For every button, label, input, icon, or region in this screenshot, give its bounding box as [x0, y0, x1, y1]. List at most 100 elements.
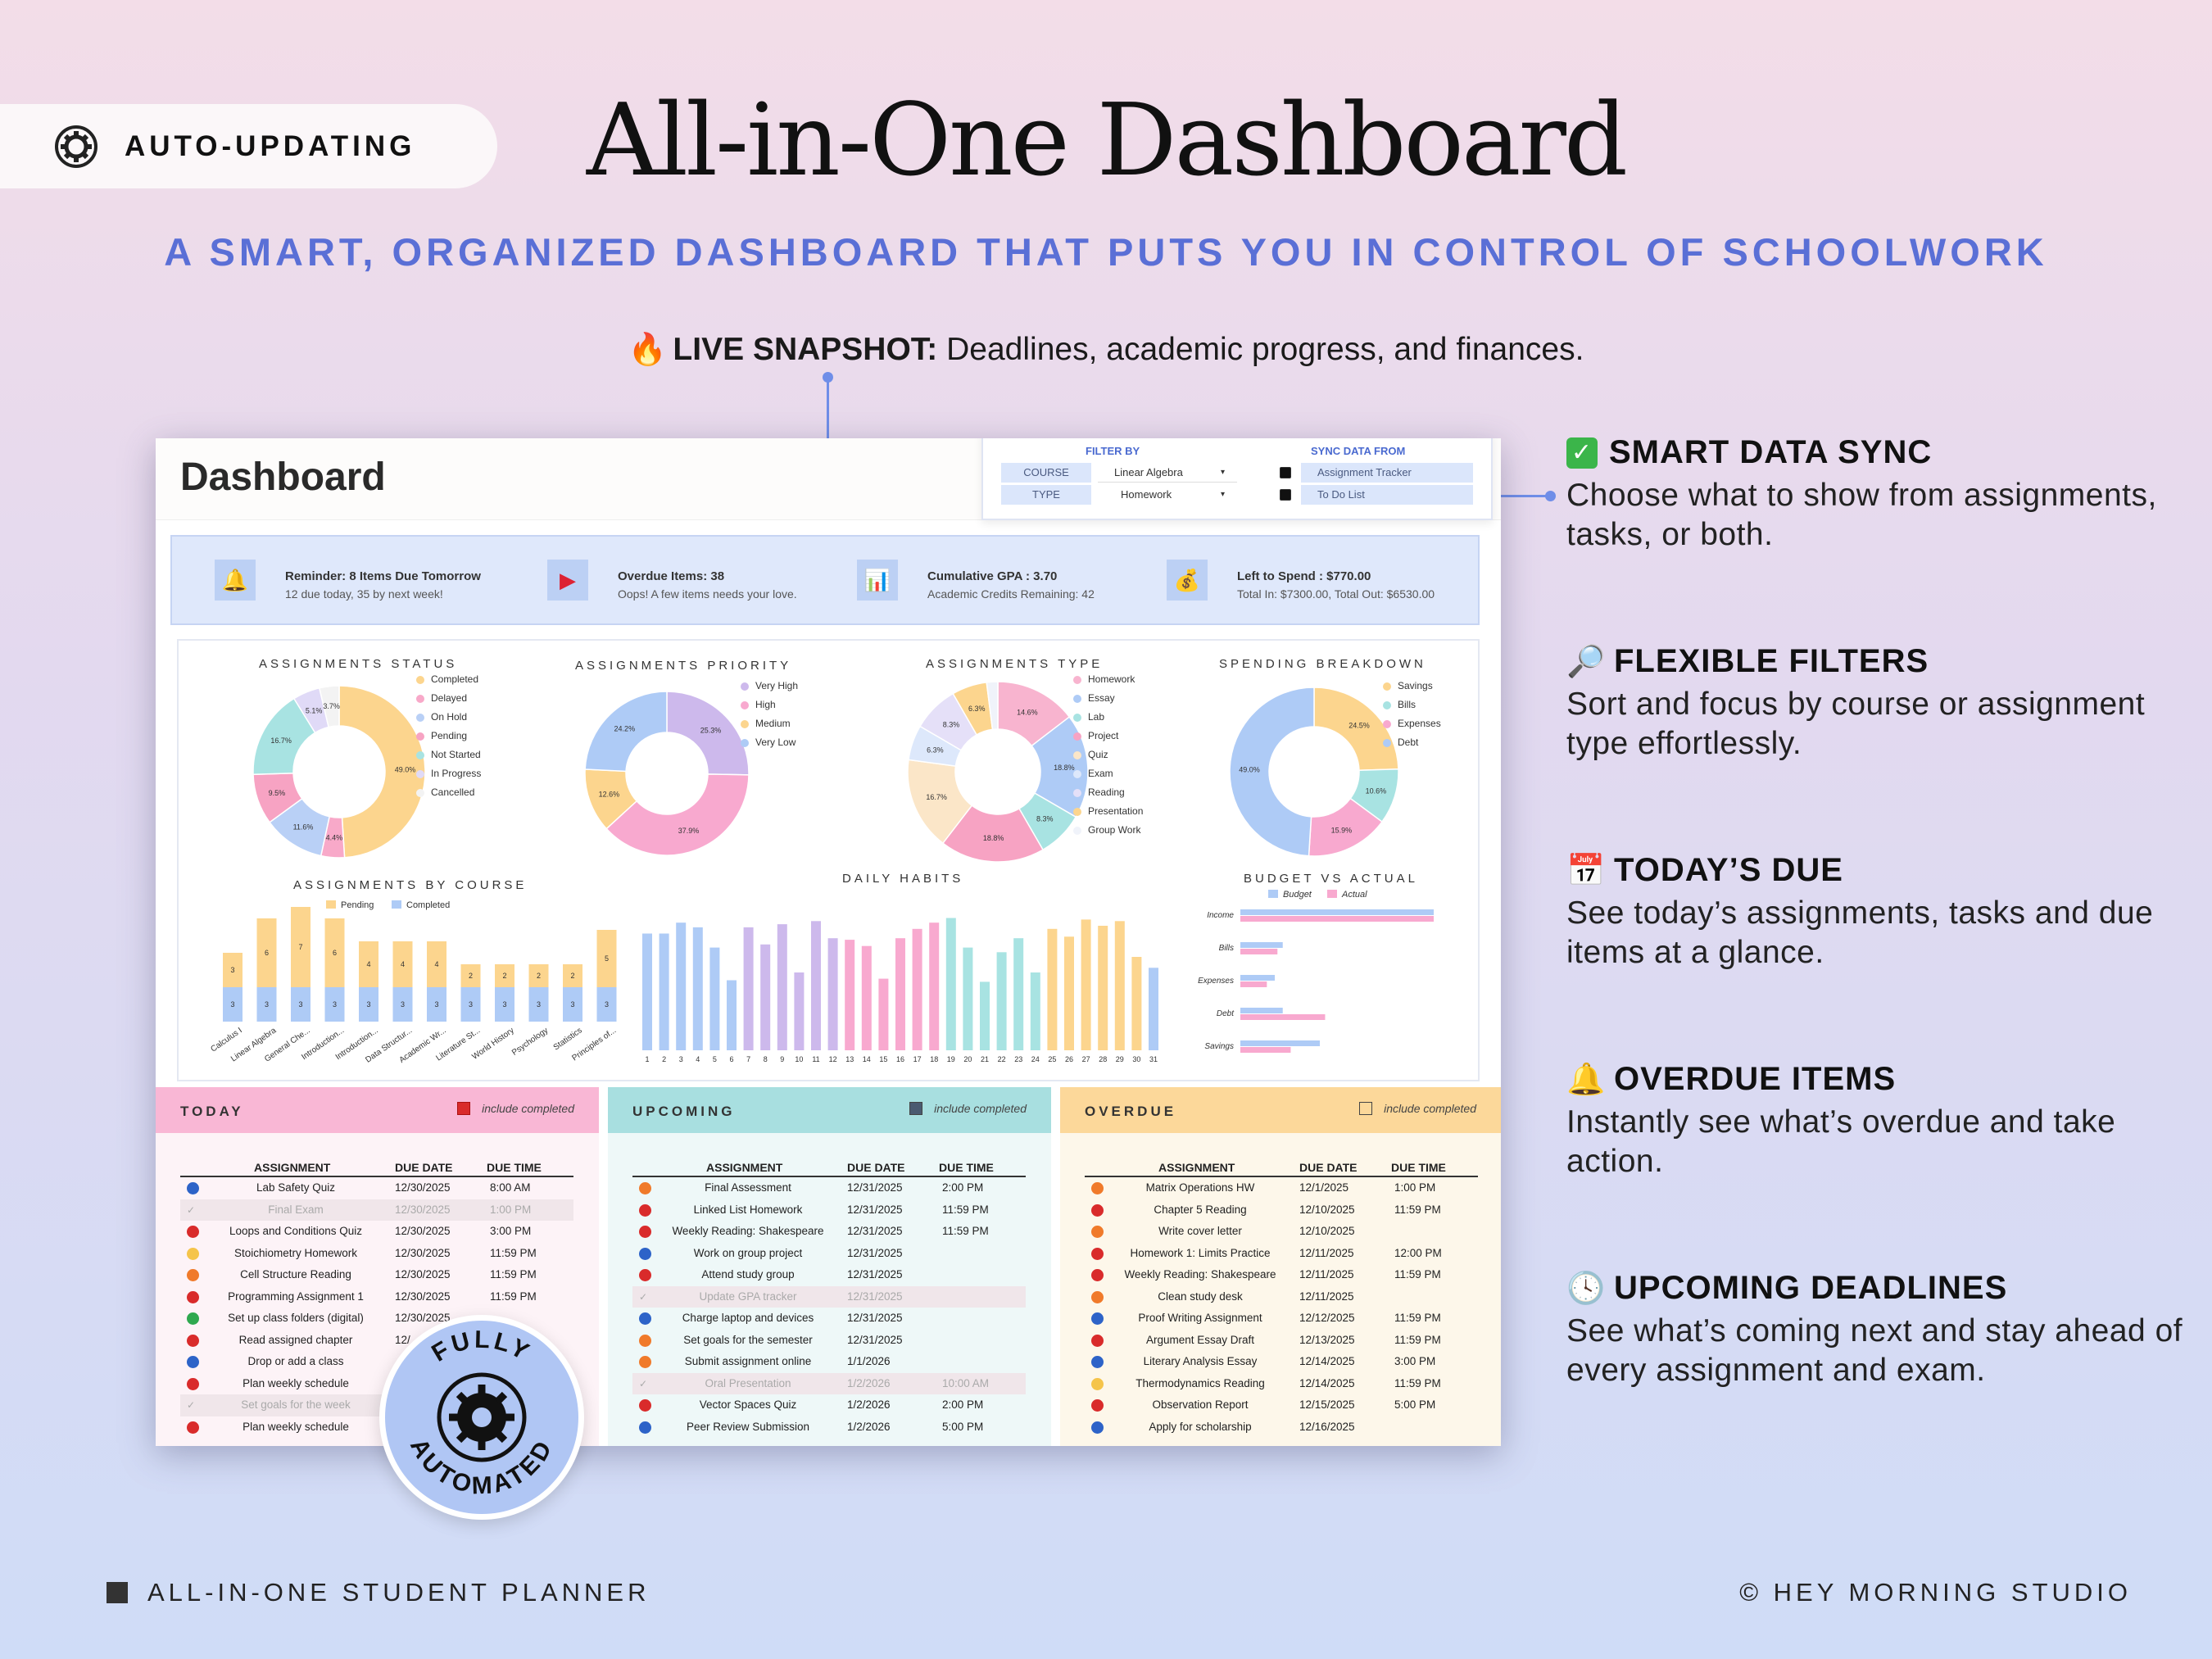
habit-bar	[861, 945, 872, 1050]
bar-completed	[256, 987, 277, 1022]
table-row[interactable]: Argument Essay Draft 12/13/2025 11:59 PM	[1085, 1330, 1478, 1352]
today-header: TODAY include completed	[156, 1087, 599, 1133]
tick-label: 4	[696, 1055, 700, 1063]
assignment-name: Thermodynamics Reading	[1135, 1376, 1265, 1389]
table-row[interactable]: Submit assignment online 1/1/2026	[632, 1351, 1026, 1373]
table-row[interactable]: Read assigned chapter 12/	[180, 1330, 573, 1352]
habit-bar	[827, 938, 838, 1050]
svg-text:FULLY: FULLY	[427, 1326, 536, 1367]
legend-item: Savings	[1383, 677, 1441, 696]
tick-label: Psychology	[510, 1026, 550, 1057]
check-icon: ✓	[1566, 437, 1598, 469]
due-time: 3:00 PM	[490, 1225, 532, 1237]
legend-swatch	[1073, 750, 1081, 759]
checkbox[interactable]	[457, 1102, 471, 1115]
table-row[interactable]: Drop or add a class	[180, 1351, 573, 1373]
column-header: DUE DATE	[395, 1161, 453, 1174]
pie-slice-label: 4.4%	[326, 833, 343, 841]
legend-label: Reading	[1088, 786, 1125, 798]
table-row[interactable]: Weekly Reading: Shakespeare 12/11/2025 11:…	[1085, 1264, 1478, 1286]
course-select[interactable]: Linear Algebra	[1098, 463, 1237, 483]
gpa-sub: Academic Credits Remaining: 42	[927, 587, 1095, 601]
table-row[interactable]: Set goals for the semester 12/31/2025	[632, 1330, 1026, 1352]
legend-label: Homework	[1088, 673, 1135, 685]
chevron-down-icon[interactable]: ▾	[1221, 490, 1226, 499]
checkbox[interactable]	[909, 1102, 923, 1115]
table-row[interactable]: Matrix Operations HW 12/1/2025 1:00 PM	[1085, 1177, 1478, 1199]
legend-label: Very High	[755, 680, 799, 691]
assignment-name: Update GPA tracker	[699, 1290, 797, 1303]
due-time: 1:00 PM	[490, 1203, 532, 1216]
sync-todo-checkbox[interactable]	[1280, 489, 1291, 501]
priority-legend: Very High High Medium Very Low	[741, 677, 798, 752]
overdue-include-completed[interactable]: include completed	[1359, 1102, 1476, 1115]
table-row[interactable]: Proof Writing Assignment 12/12/2025 11:59 …	[1085, 1308, 1478, 1330]
assignment-name: Loops and Conditions Quiz	[229, 1225, 363, 1237]
bar-label: 4	[434, 960, 438, 968]
table-row[interactable]: Write cover letter 12/10/2025	[1085, 1221, 1478, 1243]
status-icon	[1091, 1203, 1104, 1217]
chevron-down-icon[interactable]: ▾	[1221, 468, 1226, 477]
table-row[interactable]: Thermodynamics Reading 12/14/2025 11:59 PM	[1085, 1373, 1478, 1395]
table-row[interactable]: Apply for scholarship 12/16/2025	[1085, 1416, 1478, 1439]
sync-from-heading: SYNC DATA FROM	[1311, 445, 1406, 457]
reminder-title: Reminder: 8 Items Due Tomorrow	[285, 569, 481, 583]
table-row[interactable]: Peer Review Submission 1/2/2026 5:00 PM	[632, 1416, 1026, 1439]
today-include-completed[interactable]: include completed	[457, 1102, 574, 1115]
table-row[interactable]: Weekly Reading: Shakespeare 12/31/2025 11:…	[632, 1221, 1026, 1243]
bar-label: 2	[570, 972, 574, 980]
chart-title: ASSIGNMENTS TYPE	[926, 657, 1104, 671]
legend-swatch	[1383, 738, 1391, 747]
table-row[interactable]: Clean study desk 12/11/2025	[1085, 1286, 1478, 1308]
table-row[interactable]: Observation Report 12/15/2025 5:00 PM	[1085, 1394, 1478, 1416]
table-row[interactable]: Attend study group 12/31/2025	[632, 1264, 1026, 1286]
table-row[interactable]: Loops and Conditions Quiz 12/30/2025 3:00 …	[180, 1221, 573, 1243]
table-row[interactable]: ✓ Oral Presentation 1/2/2026 10:00 AM	[632, 1372, 1026, 1394]
table-row[interactable]: Homework 1: Limits Practice 12/11/2025 12:…	[1085, 1243, 1478, 1265]
table-row[interactable]: Stoichiometry Homework 12/30/2025 11:59 PM	[180, 1243, 573, 1265]
footer-right: © HEY MORNING STUDIO	[1739, 1578, 2132, 1607]
legend-swatch	[392, 900, 401, 909]
due-time: 11:59 PM	[1394, 1333, 1441, 1346]
table-row[interactable]: Plan weekly schedule	[180, 1373, 573, 1395]
bar-label: 3	[230, 1000, 234, 1009]
sync-assignment-checkbox[interactable]	[1280, 467, 1291, 478]
table-row[interactable]: Final Assessment 12/31/2025 2:00 PM	[632, 1177, 1026, 1199]
table-row[interactable]: Linked List Homework 12/31/2025 11:59 PM	[632, 1199, 1026, 1222]
bar-actual	[1240, 981, 1267, 987]
table-row[interactable]: ✓ Update GPA tracker 12/31/2025	[632, 1285, 1026, 1308]
due-date: 12/30/2025	[395, 1312, 451, 1324]
due-date: 12/	[395, 1333, 410, 1346]
feature-title: OVERDUE ITEMS	[1614, 1061, 1897, 1097]
tick-label: Income	[1207, 911, 1234, 920]
due-date: 12/31/2025	[847, 1203, 903, 1216]
table-row[interactable]: Charge laptop and devices 12/31/2025	[632, 1308, 1026, 1330]
bar-pending	[291, 907, 310, 987]
table-row[interactable]: Lab Safety Quiz 12/30/2025 8:00 AM	[180, 1177, 573, 1199]
pie-slice-label: 15.9%	[1331, 827, 1353, 835]
bar-label: 3	[401, 1000, 405, 1009]
table-row[interactable]: Programming Assignment 1 12/30/2025 11:59 …	[180, 1286, 573, 1308]
table-row[interactable]: Set up class folders (digital) 12/30/2025	[180, 1308, 573, 1330]
type-select[interactable]: Homework	[1121, 488, 1172, 501]
assignment-name: Vector Spaces Quiz	[699, 1398, 797, 1411]
habit-bar	[676, 922, 687, 1050]
table-row[interactable]: Plan weekly schedule	[180, 1416, 573, 1439]
table-row[interactable]: ✓ Final Exam 12/30/2025 1:00 PM	[180, 1199, 573, 1221]
table-row[interactable]: Vector Spaces Quiz 1/2/2026 2:00 PM	[632, 1394, 1026, 1416]
table-row[interactable]: Literary Analysis Essay 12/14/2025 3:00 PM	[1085, 1351, 1478, 1373]
tick-label: 20	[963, 1055, 972, 1063]
table-row[interactable]: Chapter 5 Reading 12/10/2025 11:59 PM	[1085, 1199, 1478, 1222]
tick-label: 16	[896, 1055, 904, 1063]
type-legend: Homework Essay Lab Project Quiz Exam Reading Pr…	[1073, 670, 1143, 840]
status-icon	[1091, 1356, 1104, 1368]
tick-label: 10	[795, 1055, 803, 1063]
legend-label: Not Started	[431, 749, 481, 760]
table-row[interactable]: Work on group project 12/31/2025	[632, 1243, 1026, 1265]
checkbox[interactable]	[1359, 1102, 1373, 1115]
bar-budget	[1240, 975, 1276, 981]
table-row[interactable]: Cell Structure Reading 12/30/2025 11:59 PM	[180, 1264, 573, 1286]
due-date: 12/31/2025	[847, 1246, 903, 1259]
overdue-header: OVERDUE include completed	[1060, 1087, 1501, 1133]
upcoming-include-completed[interactable]: include completed	[909, 1102, 1027, 1115]
